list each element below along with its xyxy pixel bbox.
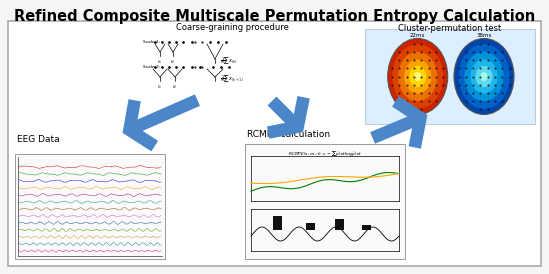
Ellipse shape bbox=[480, 72, 488, 81]
Ellipse shape bbox=[414, 72, 421, 81]
Ellipse shape bbox=[458, 44, 509, 109]
Text: $RCMPE(x,m,\tau)=-\sum \hat{p}(\pi)\log\hat{p}(\pi)$: $RCMPE(x,m,\tau)=-\sum \hat{p}(\pi)\log\… bbox=[288, 149, 362, 158]
Ellipse shape bbox=[464, 52, 503, 101]
FancyBboxPatch shape bbox=[245, 144, 405, 259]
Text: $t_{2}$: $t_{2}$ bbox=[172, 83, 177, 91]
Text: 22ms: 22ms bbox=[410, 33, 425, 38]
Text: $t_{1}$: $t_{1}$ bbox=[158, 58, 163, 65]
Text: $\frac{1}{m}\sum x_{(k+1)}$: $\frac{1}{m}\sum x_{(k+1)}$ bbox=[220, 73, 244, 85]
Bar bbox=[306, 223, 315, 230]
Text: Refined Composite Multiscale Permutation Entropy Calculation: Refined Composite Multiscale Permutation… bbox=[14, 9, 535, 24]
Text: Scale 2:: Scale 2: bbox=[143, 65, 160, 69]
Text: Coarse-graining procedure: Coarse-graining procedure bbox=[176, 23, 288, 32]
FancyBboxPatch shape bbox=[365, 29, 535, 124]
Bar bbox=[335, 219, 344, 230]
Text: 38ms: 38ms bbox=[477, 33, 492, 38]
Ellipse shape bbox=[410, 66, 426, 87]
Ellipse shape bbox=[470, 59, 497, 94]
Ellipse shape bbox=[392, 44, 443, 109]
Text: EEG Data: EEG Data bbox=[17, 135, 60, 144]
Text: $t_{2}$: $t_{2}$ bbox=[170, 58, 176, 65]
Bar bbox=[362, 225, 371, 230]
Ellipse shape bbox=[454, 39, 514, 115]
Text: $t_{1}$: $t_{1}$ bbox=[158, 83, 163, 91]
FancyBboxPatch shape bbox=[15, 154, 165, 259]
Text: $\frac{1}{m}\sum x_{(k)}$: $\frac{1}{m}\sum x_{(k)}$ bbox=[220, 55, 238, 67]
Ellipse shape bbox=[475, 66, 492, 87]
FancyBboxPatch shape bbox=[8, 21, 541, 266]
Text: RCMPE calculation: RCMPE calculation bbox=[247, 130, 330, 139]
Text: Cluster-permutation test: Cluster-permutation test bbox=[399, 24, 502, 33]
Bar bbox=[273, 216, 282, 230]
Ellipse shape bbox=[404, 59, 431, 94]
Text: Scale 1:: Scale 1: bbox=[143, 40, 160, 44]
Ellipse shape bbox=[398, 52, 437, 101]
Ellipse shape bbox=[388, 39, 447, 115]
